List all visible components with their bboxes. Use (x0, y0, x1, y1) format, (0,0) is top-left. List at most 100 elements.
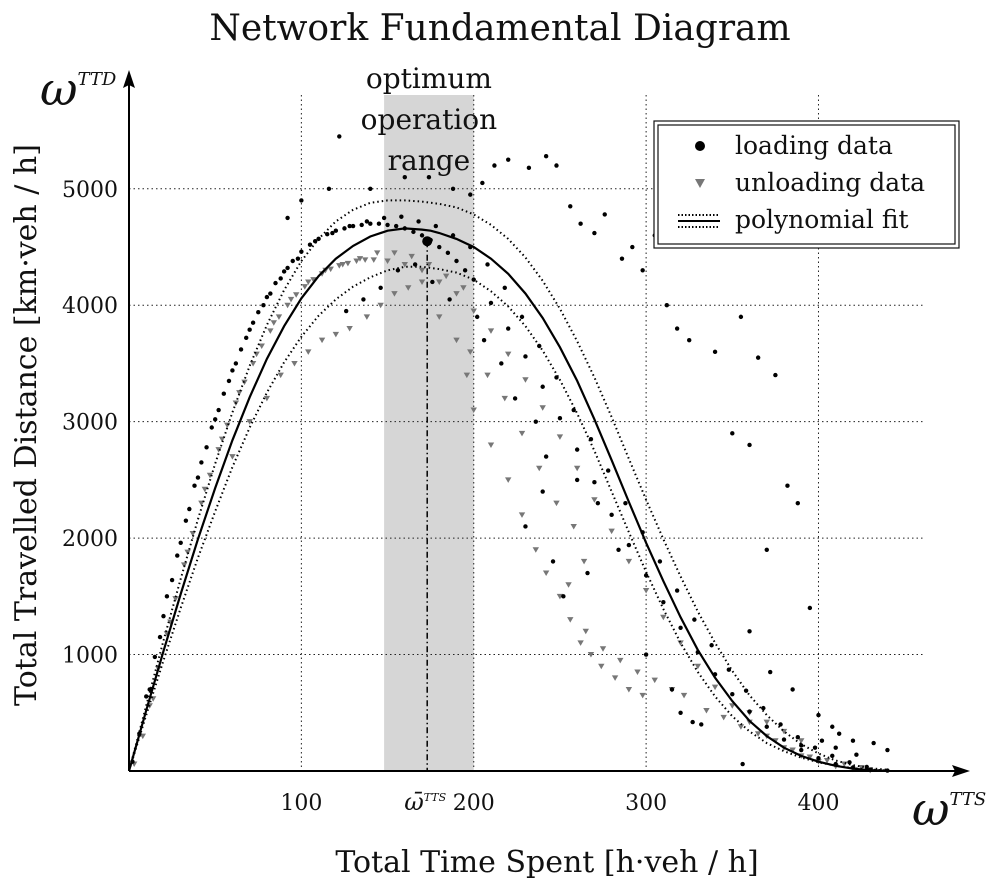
loading-data-point (342, 226, 347, 231)
unloading-data-point (215, 447, 222, 453)
loading-data-point (609, 512, 614, 518)
loading-data-point (674, 588, 680, 593)
loading-data-point (773, 372, 778, 378)
loading-data-point (411, 229, 416, 235)
loading-data-point (343, 308, 349, 314)
loading-data-point (290, 258, 295, 264)
loading-data-point (221, 391, 227, 396)
loading-data-point (669, 687, 675, 692)
unloading-data-point (263, 395, 271, 402)
loading-data-point (571, 407, 576, 413)
unloading-data-point (206, 472, 214, 479)
unloading-data-point (634, 669, 641, 676)
loading-data-point (885, 747, 890, 753)
loading-data-point (630, 244, 635, 250)
loading-data-point (747, 709, 752, 714)
legend: loading data unloading data polynomial f… (653, 120, 960, 249)
loading-data-point (550, 559, 556, 564)
unloading-data-point (660, 614, 667, 621)
unloading-data-point (353, 258, 360, 264)
unloading-data-point (577, 640, 584, 646)
optimum-x-label: ω̄TTS (404, 788, 446, 816)
loading-data-point (687, 337, 692, 343)
optimum-x-label-sup: TTS (424, 791, 447, 804)
optimum-point-marker (422, 236, 433, 247)
unloading-data-point (823, 758, 831, 764)
unloading-data-point (729, 703, 736, 709)
unloading-data-point (374, 250, 381, 256)
optimum-range-label: optimum operation range (361, 62, 498, 177)
unloading-data-point (463, 372, 471, 379)
loading-data-point (790, 687, 795, 692)
loading-data-point (268, 291, 273, 296)
loading-data-point (690, 719, 695, 725)
loading-data-point (212, 417, 218, 422)
x-tick-label: 300 (625, 791, 667, 816)
loading-data-point (199, 460, 204, 465)
unloading-data-point (391, 250, 398, 256)
y-tick-label: 5000 (62, 178, 118, 203)
loading-data-point (393, 223, 399, 229)
unloading-data-point (580, 558, 588, 565)
unloading-data-point (484, 372, 491, 379)
loading-data-point (578, 221, 583, 226)
loading-data-point (585, 570, 590, 576)
loading-data-point (847, 760, 852, 765)
loading-data-point (523, 354, 528, 359)
unloading-data-point (229, 454, 236, 460)
x-axis-arrowhead (952, 765, 970, 777)
loading-data-point (740, 761, 745, 767)
loading-data-point (233, 361, 239, 366)
loading-data-point (445, 250, 451, 256)
loading-data-point (533, 419, 538, 424)
loading-data-point (462, 268, 468, 273)
loading-data-point (812, 745, 818, 750)
unloading-data-point (267, 328, 274, 334)
unloading-data-point (573, 465, 581, 472)
unloading-data-point (344, 260, 352, 267)
y-axis-title: Total Travelled Distance [km·veh / h] (9, 144, 44, 706)
x-axis-symbol-sup: TTS (950, 789, 987, 810)
unloading-data-point (565, 582, 572, 588)
loading-data-point (709, 643, 714, 648)
unloading-data-point (453, 337, 460, 344)
loading-data-point (492, 163, 497, 168)
loading-data-point (764, 724, 769, 729)
loading-data-point (157, 634, 163, 640)
unloading-data-point (293, 292, 300, 298)
unloading-data-point (291, 360, 298, 367)
loading-data-point (830, 724, 835, 729)
loading-data-point (692, 617, 697, 622)
unloading-data-point (436, 314, 443, 320)
unloading-data-point (405, 285, 412, 291)
unloading-data-point (487, 328, 495, 334)
loading-data-point (540, 384, 545, 389)
unloading-data-point (172, 596, 179, 602)
unloading-data-point (625, 558, 633, 565)
unloading-data-point (408, 253, 415, 260)
unloading-data-point (542, 570, 550, 577)
unloading-data-point (754, 731, 762, 737)
loading-data-point (468, 192, 473, 197)
y-axis-symbol-sup: TTD (78, 69, 117, 90)
unloading-data-point (391, 291, 398, 297)
loading-data-point (755, 355, 761, 360)
unloading-data-point (598, 663, 605, 670)
loading-data-point (419, 233, 425, 238)
legend-frame-outer (653, 120, 960, 249)
unloading-data-point (356, 256, 364, 262)
x-tick-label: 100 (280, 791, 322, 816)
unloading-data-point (377, 302, 384, 309)
loading-data-point (347, 223, 352, 229)
unloading-data-point (470, 308, 477, 315)
unloading-data-point (611, 675, 619, 681)
loading-data-point (216, 407, 221, 413)
loading-data-point (337, 134, 342, 139)
loading-data-point (574, 477, 580, 483)
loading-data-point (747, 442, 752, 448)
loading-data-point (543, 454, 549, 459)
loading-data-point (657, 559, 663, 564)
unloading-data-point (553, 500, 560, 507)
